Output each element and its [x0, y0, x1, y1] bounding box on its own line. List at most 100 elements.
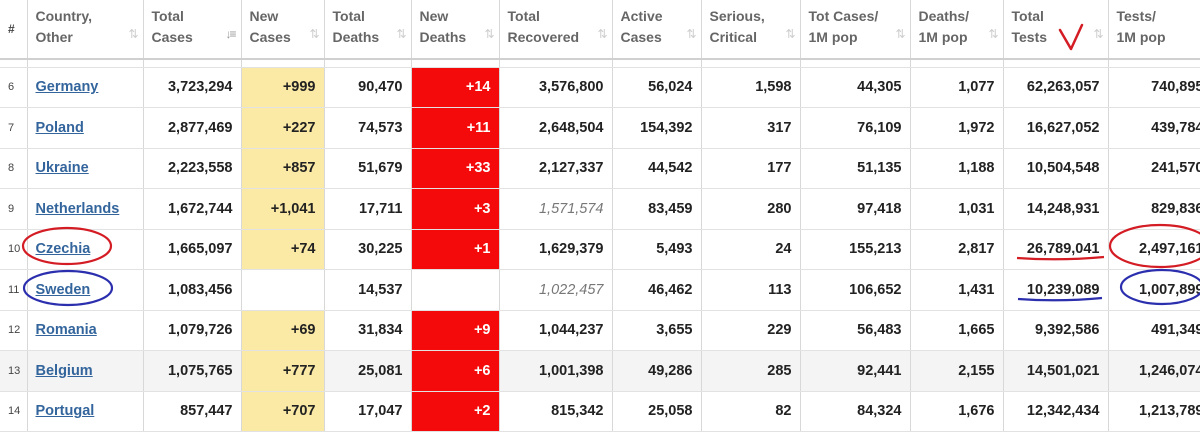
cell-idx: 11 [0, 269, 28, 311]
cell-total-tests: 16,627,052 [1003, 107, 1109, 149]
country-link[interactable]: Germany [35, 79, 99, 96]
column-header-new-deaths[interactable]: New Deaths ⇅ [411, 0, 500, 60]
cell-serious: 24 [701, 229, 801, 270]
country-link[interactable]: Belgium [35, 362, 93, 379]
country-link[interactable]: Netherlands [35, 200, 120, 217]
cell-new-deaths: +33 [411, 148, 500, 189]
column-header-total-tests[interactable]: Total Tests ⇅ [1003, 0, 1109, 60]
cell-total-deaths: 30,225 [324, 229, 412, 270]
cell-idx: 10 [0, 229, 28, 270]
country-link[interactable]: Portugal [35, 403, 95, 420]
cell-new-deaths [411, 269, 500, 311]
cell-total-tests: 9,392,586 [1003, 310, 1109, 351]
cell-new-cases: +74 [241, 229, 325, 270]
cell-new-cases: +1,041 [241, 188, 325, 230]
column-header-label: Deaths/ 1M pop [918, 8, 970, 45]
cell-active-cases: 46,462 [612, 269, 702, 311]
column-header-total-recovered[interactable]: Total Recovered ⇅ [499, 0, 613, 60]
cell-total-tests: 14,501,021 [1003, 350, 1109, 392]
column-header-label: Total Cases [151, 8, 193, 45]
cell-deaths-per-1m: 2,155 [910, 350, 1004, 392]
column-header-label: Country, Other [35, 8, 93, 45]
cell-new-deaths: +3 [411, 188, 500, 230]
column-header-total-cases[interactable]: Total Cases ↓≡ [143, 0, 242, 60]
column-header-label: # [8, 21, 15, 36]
cell-idx: 8 [0, 148, 28, 189]
column-header-serious[interactable]: Serious, Critical ⇅ [701, 0, 801, 60]
cell-active-cases: 83,459 [612, 188, 702, 230]
cell-total-recovered: 1,044,237 [499, 310, 613, 351]
cell-tests-per-1m: 829,836 [1108, 188, 1200, 230]
cell-cases-per-1m: 56,483 [800, 310, 911, 351]
column-header-new-cases[interactable]: New Cases ⇅ [241, 0, 325, 60]
cell-deaths-per-1m: 1,031 [910, 188, 1004, 230]
cell-total-recovered: 2,127,337 [499, 148, 613, 189]
cell-cases-per-1m: 44,305 [800, 67, 911, 108]
cell-total-tests: 14,248,931 [1003, 188, 1109, 230]
cell-total-deaths: 51,679 [324, 148, 412, 189]
cell-tests-per-1m: 2,497,161 [1108, 229, 1200, 270]
cell-country: Czechia [27, 229, 144, 270]
column-header-label: Tests/ 1M pop [1116, 8, 1166, 45]
cell-new-deaths: +11 [411, 107, 500, 149]
cell-total-recovered: 1,022,457 [499, 269, 613, 311]
cell-total-recovered: 815,342 [499, 391, 613, 432]
table-row: 14 Portugal 857,447 +707 17,047 +2 815,342 25,0… [0, 391, 1200, 432]
sort-icon[interactable]: ⇅ [988, 27, 998, 41]
country-link[interactable]: Romania [35, 322, 97, 339]
cell-total-recovered: 1,571,574 [499, 188, 613, 230]
sort-icon[interactable]: ⇅ [484, 27, 494, 41]
cell-tests-per-1m: 1,246,074 [1108, 350, 1200, 392]
cell-country: Germany [27, 67, 144, 108]
cell-serious: 113 [701, 269, 801, 311]
cell-tests-per-1m: 1,007,899 [1108, 269, 1200, 311]
sort-icon[interactable]: ⇅ [785, 27, 795, 41]
sort-desc-icon[interactable]: ↓≡ [225, 27, 236, 41]
cell-total-deaths: 17,711 [324, 188, 412, 230]
cell-total-tests: 26,789,041 [1003, 229, 1109, 270]
cell-total-cases: 2,877,469 [143, 107, 242, 149]
cell-deaths-per-1m: 1,077 [910, 67, 1004, 108]
cell-new-cases: +69 [241, 310, 325, 351]
column-header-cases-per-1m[interactable]: Tot Cases/ 1M pop ⇅ [800, 0, 911, 60]
table-spacer [0, 59, 1200, 68]
cell-total-deaths: 74,573 [324, 107, 412, 149]
cell-total-tests: 10,239,089 [1003, 269, 1109, 311]
sort-icon[interactable]: ⇅ [396, 27, 406, 41]
cell-idx: 7 [0, 107, 28, 149]
country-link[interactable]: Poland [35, 119, 84, 136]
cell-total-cases: 1,083,456 [143, 269, 242, 311]
cell-total-tests: 10,504,548 [1003, 148, 1109, 189]
cell-cases-per-1m: 92,441 [800, 350, 911, 392]
column-header-label: New Cases [249, 8, 291, 45]
column-header-label: New Deaths [419, 8, 467, 45]
cell-active-cases: 44,542 [612, 148, 702, 189]
column-header-deaths-per-1m[interactable]: Deaths/ 1M pop ⇅ [910, 0, 1004, 60]
column-header-total-deaths[interactable]: Total Deaths ⇅ [324, 0, 412, 60]
column-header-tests-per-1m: Tests/ 1M pop [1108, 0, 1200, 60]
cell-tests-per-1m: 740,895 [1108, 67, 1200, 108]
cell-total-recovered: 3,576,800 [499, 67, 613, 108]
cell-active-cases: 49,286 [612, 350, 702, 392]
cell-cases-per-1m: 84,324 [800, 391, 911, 432]
sort-icon[interactable]: ⇅ [128, 27, 138, 41]
column-header-active-cases[interactable]: Active Cases ⇅ [612, 0, 702, 60]
cell-total-deaths: 14,537 [324, 269, 412, 311]
cell-active-cases: 5,493 [612, 229, 702, 270]
country-link[interactable]: Czechia [35, 241, 91, 258]
column-header-label: Total Tests [1011, 8, 1048, 45]
cell-deaths-per-1m: 1,665 [910, 310, 1004, 351]
cell-serious: 280 [701, 188, 801, 230]
cell-new-cases [241, 269, 325, 311]
country-link[interactable]: Sweden [35, 281, 91, 298]
country-link[interactable]: Ukraine [35, 160, 89, 177]
sort-icon[interactable]: ⇅ [309, 27, 319, 41]
sort-icon[interactable]: ⇅ [895, 27, 905, 41]
sort-icon[interactable]: ⇅ [686, 27, 696, 41]
cell-country: Ukraine [27, 148, 144, 189]
column-header-label: Total Deaths [332, 8, 380, 45]
sort-icon[interactable]: ⇅ [597, 27, 607, 41]
sort-icon[interactable]: ⇅ [1093, 27, 1103, 41]
column-header-country[interactable]: Country, Other ⇅ [27, 0, 144, 60]
